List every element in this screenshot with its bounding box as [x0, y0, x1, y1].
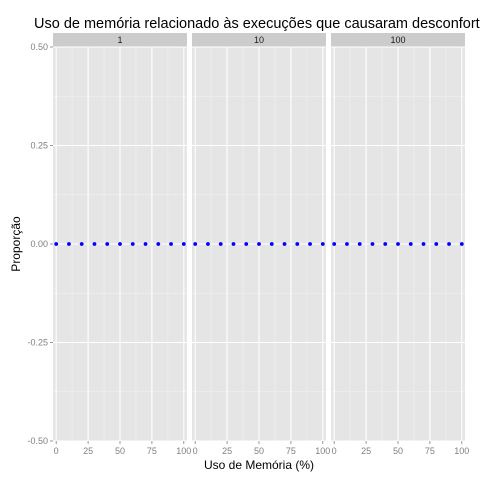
data-point [332, 242, 337, 246]
data-point [447, 242, 451, 246]
facet-strip [331, 33, 465, 47]
x-tick-label: 0 [332, 446, 337, 456]
data-point [218, 242, 223, 246]
data-point [206, 242, 210, 246]
data-point [282, 242, 287, 246]
x-tick-label: 0 [54, 446, 59, 456]
facet-strip [53, 33, 187, 47]
data-point [357, 242, 362, 246]
data-point [231, 242, 236, 246]
x-tick-label: 25 [361, 446, 371, 456]
data-point [421, 242, 426, 246]
y-tick-label: 0.25 [30, 141, 48, 151]
y-axis: -0.50 -0.25 0.00 0.25 0.50 [27, 42, 53, 446]
data-point [308, 242, 312, 246]
data-point [67, 242, 71, 246]
data-point [79, 242, 84, 246]
data-point [118, 242, 122, 246]
x-axis-title: Uso de Memória (%) [204, 458, 314, 472]
y-tick-label: -0.25 [27, 338, 48, 348]
facet-strip-label: 1 [117, 35, 122, 45]
data-point [459, 242, 464, 246]
data-point [434, 242, 439, 246]
data-point [181, 242, 186, 246]
data-point [156, 242, 161, 246]
data-point [92, 242, 97, 246]
x-tick-label: 25 [222, 446, 232, 456]
data-point [130, 242, 135, 246]
data-point [193, 242, 198, 246]
facet-10: 10 [192, 33, 326, 442]
x-tick-label: 75 [425, 446, 435, 456]
facet-1: 1 [53, 33, 187, 442]
facet-strip-label: 10 [254, 35, 264, 45]
facet-panels: 1 10 100 [53, 33, 465, 442]
data-point [143, 242, 148, 246]
data-point [383, 242, 388, 246]
facet-100: 100 [331, 33, 465, 442]
data-point [105, 242, 110, 246]
data-point [244, 242, 249, 246]
data-point [345, 242, 349, 246]
data-point [408, 242, 413, 246]
data-point [396, 242, 400, 246]
chart-title: Uso de memória relacionado às execuções … [34, 16, 480, 32]
y-axis-title: Proporção [9, 216, 23, 272]
facet-strip-label: 100 [390, 35, 405, 45]
data-point [295, 242, 300, 246]
x-tick-label: 50 [254, 446, 264, 456]
data-point [169, 242, 173, 246]
data-point [370, 242, 375, 246]
x-tick-label: 100 [176, 446, 191, 456]
x-axis: 0 25 50 75 100 0 25 50 75 100 0 25 50 75 100 [54, 441, 469, 456]
facet-strip [192, 33, 326, 47]
x-tick-label: 100 [315, 446, 330, 456]
x-tick-label: 75 [286, 446, 296, 456]
data-point [320, 242, 325, 246]
y-tick-label: 0.50 [30, 42, 48, 52]
x-tick-label: 50 [115, 446, 125, 456]
x-tick-label: 25 [83, 446, 93, 456]
x-tick-label: 0 [193, 446, 198, 456]
data-point [269, 242, 274, 246]
y-tick-label: 0.00 [30, 239, 48, 249]
data-point [257, 242, 261, 246]
x-tick-label: 75 [147, 446, 157, 456]
x-tick-label: 100 [454, 446, 469, 456]
x-tick-label: 50 [393, 446, 403, 456]
y-tick-label: -0.50 [27, 436, 48, 446]
data-point [54, 242, 59, 246]
